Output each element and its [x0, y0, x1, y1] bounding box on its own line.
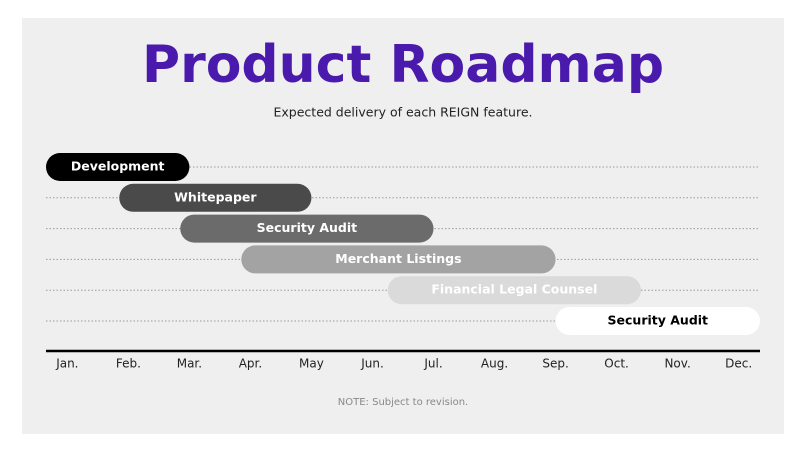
- x-tick-label: Dec.: [725, 357, 752, 371]
- bar: [387, 276, 641, 305]
- bar-label: Security Audit: [608, 313, 709, 328]
- bar: [46, 153, 190, 181]
- bar: [241, 245, 556, 274]
- x-tick-label: Nov.: [664, 357, 690, 371]
- subtitle: Expected delivery of each REIGN feature.: [274, 105, 533, 120]
- chart-title: Product Roadmap: [142, 35, 664, 95]
- bar-label: Security Audit: [257, 220, 358, 235]
- bar-label: Development: [71, 159, 165, 174]
- bar: [119, 183, 312, 212]
- x-tick-label: Sep.: [542, 357, 568, 371]
- x-tick-label: Jun.: [360, 357, 384, 371]
- x-tick-label: Jan.: [55, 357, 78, 371]
- x-tick-label: Oct.: [604, 357, 629, 371]
- x-tick-label: Aug.: [481, 357, 508, 371]
- bar-label: Whitepaper: [174, 189, 257, 204]
- x-tick-label: Jul.: [423, 357, 442, 371]
- bar: [555, 307, 760, 335]
- bar: [180, 214, 434, 243]
- x-tick-label: Apr.: [239, 357, 262, 371]
- bar-label: Merchant Listings: [335, 251, 461, 266]
- x-tick-label: May: [299, 357, 324, 371]
- x-tick-label: Mar.: [177, 357, 202, 371]
- x-tick-label: Feb.: [116, 357, 141, 371]
- note: NOTE: Subject to revision.: [338, 397, 468, 408]
- bar-label: Financial Legal Counsel: [431, 282, 597, 297]
